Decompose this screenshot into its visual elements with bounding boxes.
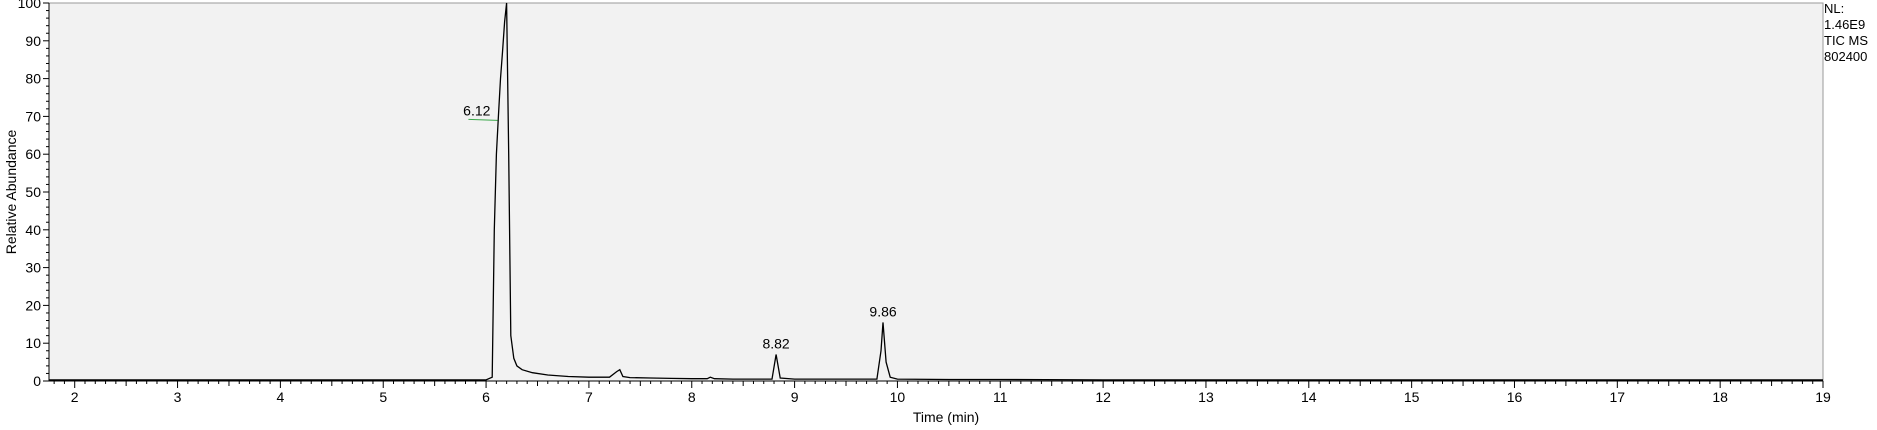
info-line: NL:: [1824, 1, 1844, 16]
x-tick-label: 19: [1815, 389, 1831, 405]
y-axis-title: Relative Abundance: [3, 130, 19, 255]
y-tick-label: 70: [25, 108, 41, 124]
x-tick-label: 7: [585, 389, 593, 405]
y-axis-ticks: 0 10 20 30 40 50 60 70 80 90 100: [18, 0, 49, 389]
x-tick-label: 11: [993, 389, 1008, 405]
info-line: 1.46E9: [1824, 17, 1865, 32]
y-tick-label: 40: [25, 222, 41, 238]
x-tick-label: 2: [71, 389, 79, 405]
x-tick-label: 18: [1712, 389, 1728, 405]
y-tick-label: 100: [18, 0, 42, 11]
info-line: TIC MS: [1824, 33, 1868, 48]
x-tick-label: 4: [276, 389, 284, 405]
peak-label: 6.12: [463, 102, 490, 118]
peak-annotations: 6.206.128.829.86: [463, 102, 897, 352]
y-tick-label: 20: [25, 297, 41, 313]
y-tick-label: 10: [25, 335, 41, 351]
info-line: 802400: [1824, 49, 1867, 64]
x-tick-label: 12: [1095, 389, 1111, 405]
y-tick-label: 80: [25, 71, 41, 87]
y-tick-label: 60: [25, 146, 41, 162]
tic-trace-line: [49, 2, 1823, 381]
x-tick-label: 5: [379, 389, 387, 405]
x-tick-label: 10: [890, 389, 906, 405]
x-tick-label: 13: [1198, 389, 1214, 405]
y-tick-label: 50: [25, 184, 41, 200]
y-tick-label: 30: [25, 260, 41, 276]
x-tick-label: 3: [174, 389, 182, 405]
y-tick-label: 0: [33, 373, 41, 389]
x-tick-label: 16: [1507, 389, 1523, 405]
x-tick-label: 8: [688, 389, 696, 405]
x-tick-label: 17: [1610, 389, 1626, 405]
peak-label: 8.82: [762, 336, 789, 352]
peak-leader-line: [468, 118, 498, 121]
y-tick-label: 90: [25, 33, 41, 49]
x-axis-title: Time (min): [913, 409, 979, 425]
x-tick-label: 14: [1301, 389, 1317, 405]
plot-area: [48, 2, 1824, 382]
x-tick-label: 6: [482, 389, 490, 405]
peak-label: 9.86: [869, 303, 896, 319]
x-axis-ticks: 2 3 4 5 6 7 8 9 10 11 12 13 14 15 16 17 18 19: [53, 381, 1831, 405]
x-tick-label: 15: [1404, 389, 1420, 405]
x-tick-label: 9: [791, 389, 799, 405]
